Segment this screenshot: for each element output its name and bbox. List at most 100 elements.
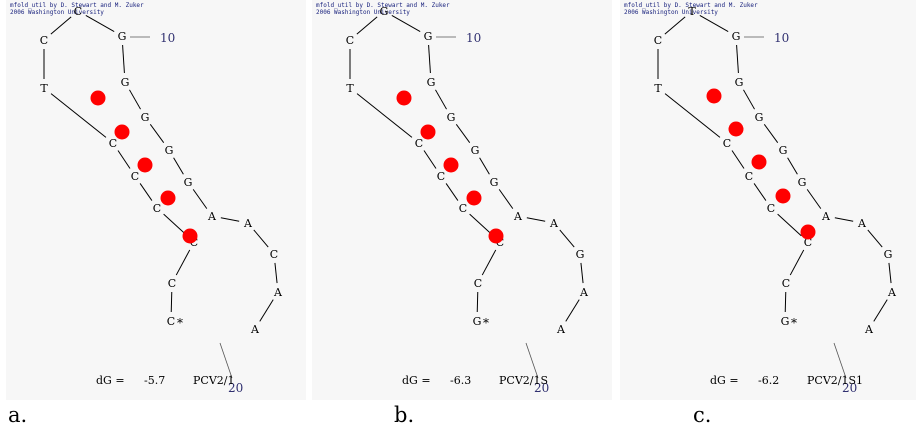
base-letter: A xyxy=(549,217,559,230)
base-pair-marker xyxy=(775,188,791,204)
position-tick xyxy=(219,342,233,379)
base-letter: G xyxy=(380,5,389,18)
backbone-bond xyxy=(580,262,584,284)
panel-caption: c. xyxy=(693,403,712,427)
backbone-bond xyxy=(356,16,378,35)
base-letter: T xyxy=(688,5,696,18)
energy-label: dG = xyxy=(402,374,431,387)
credit-line: mfold_util by D. Stewart and M. Zuker xyxy=(10,2,144,9)
backbone-bond xyxy=(122,44,125,74)
base-letter: C xyxy=(190,236,198,249)
base-letter: G xyxy=(184,176,193,189)
backbone-bond xyxy=(763,123,779,144)
five-prime-marker: * xyxy=(483,316,489,330)
base-letter: A xyxy=(556,323,566,336)
backbone-bond xyxy=(173,157,184,175)
base-letter: C xyxy=(153,202,161,215)
base-letter: C xyxy=(109,137,117,150)
base-letter: C xyxy=(745,170,753,183)
base-letter: G xyxy=(884,248,893,261)
base-letter: C xyxy=(804,236,812,249)
base-letter: G xyxy=(165,144,174,157)
energy-value: -6.2 xyxy=(758,374,779,387)
backbone-bond xyxy=(664,16,686,35)
backbone-bond xyxy=(170,291,173,313)
position-label: 20 xyxy=(842,381,857,395)
base-letter: G xyxy=(118,30,127,43)
position-tick xyxy=(833,342,847,379)
base-pair-marker xyxy=(137,157,153,173)
five-prime-marker: * xyxy=(791,316,797,330)
backbone-bond xyxy=(445,183,459,201)
backbone-bond xyxy=(888,262,892,284)
base-pair-marker xyxy=(466,190,482,206)
rna-structure-diagram: G C C C C C T C G G G G G G A A G A A * 10 20 dG = -6.3 PCV2/1S xyxy=(346,5,589,395)
base-letter: C xyxy=(459,202,467,215)
backbone-bond xyxy=(435,89,447,110)
base-letter: C xyxy=(131,170,139,183)
position-label: 20 xyxy=(534,381,549,395)
base-letter: A xyxy=(579,286,589,299)
base-letter: G xyxy=(576,248,585,261)
structure-panel: mfold_util by D. Stewart and M. Zuker 200… xyxy=(620,0,916,400)
base-letter: C xyxy=(782,277,790,290)
base-letter: T xyxy=(346,82,354,95)
backbone-bond xyxy=(867,229,883,248)
base-letter: A xyxy=(243,217,253,230)
base-letter: G xyxy=(447,111,456,124)
backbone-bond xyxy=(873,299,888,322)
base-letter: C xyxy=(723,137,731,150)
position-label: 10 xyxy=(466,31,481,45)
position-label: 10 xyxy=(774,31,789,45)
base-letter: T xyxy=(40,82,48,95)
backbone-bond xyxy=(498,189,514,209)
position-tick xyxy=(525,342,539,379)
backbone-bond xyxy=(834,217,854,222)
base-letter: C xyxy=(474,277,482,290)
backbone-bond xyxy=(175,249,191,276)
panel-caption: a. xyxy=(8,403,28,427)
backbone-bond xyxy=(526,217,546,222)
rna-structure-diagram: G C C C C C T C T G G G G G A A G A A * 10 20 dG = -6.2 PCV2/1S1 xyxy=(654,5,897,395)
backbone-bond xyxy=(736,44,739,74)
backbone-bond xyxy=(117,150,131,169)
credit-line: mfold_util by D. Stewart and M. Zuker xyxy=(316,2,450,9)
backbone-bond xyxy=(253,229,269,248)
backbone-bond xyxy=(356,93,413,138)
sequence-name: PCV2/1S1 xyxy=(807,374,863,387)
structure-panel: mfold_util by D. Stewart and M. Zuker 200… xyxy=(312,0,612,400)
backbone-bond xyxy=(777,213,802,237)
base-letter: G xyxy=(755,111,764,124)
energy-label: dG = xyxy=(710,374,739,387)
backbone-bond xyxy=(423,150,437,169)
backbone-bond xyxy=(85,15,115,32)
base-pair-marker xyxy=(706,88,722,104)
energy-label: dG = xyxy=(96,374,125,387)
backbone-bond xyxy=(664,93,721,138)
base-letter: T xyxy=(654,82,662,95)
backbone-bond xyxy=(787,157,798,175)
base-pair-marker xyxy=(114,124,130,140)
base-letter: G xyxy=(141,111,150,124)
base-letter: G xyxy=(471,144,480,157)
backbone-bond xyxy=(428,44,431,74)
base-letter: A xyxy=(821,210,831,223)
base-letter: A xyxy=(207,210,217,223)
backbone-bond xyxy=(476,291,479,313)
backbone-bond xyxy=(743,89,755,110)
base-letter: G xyxy=(490,176,499,189)
backbone-bond xyxy=(391,15,421,32)
position-label: 20 xyxy=(228,381,243,395)
base-letter: G xyxy=(121,76,130,89)
panel-caption: b. xyxy=(394,403,415,427)
base-letter: C xyxy=(496,236,504,249)
base-pair-marker xyxy=(728,121,744,137)
base-letter: G xyxy=(732,30,741,43)
base-letter: G xyxy=(473,315,482,328)
backbone-bond xyxy=(565,299,580,322)
backbone-bond xyxy=(220,217,240,222)
base-letter: G xyxy=(781,315,790,328)
base-letter: C xyxy=(437,170,445,183)
backbone-bond xyxy=(50,16,72,35)
